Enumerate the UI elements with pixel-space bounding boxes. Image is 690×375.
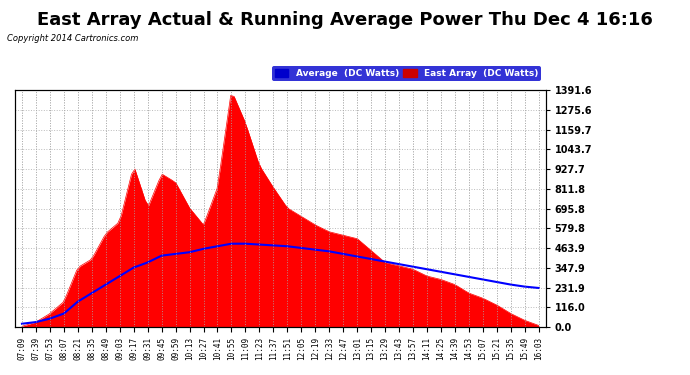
Text: East Array Actual & Running Average Power Thu Dec 4 16:16: East Array Actual & Running Average Powe… [37, 11, 653, 29]
Text: Copyright 2014 Cartronics.com: Copyright 2014 Cartronics.com [7, 34, 138, 43]
Legend: Average  (DC Watts), East Array  (DC Watts): Average (DC Watts), East Array (DC Watts… [272, 66, 541, 81]
